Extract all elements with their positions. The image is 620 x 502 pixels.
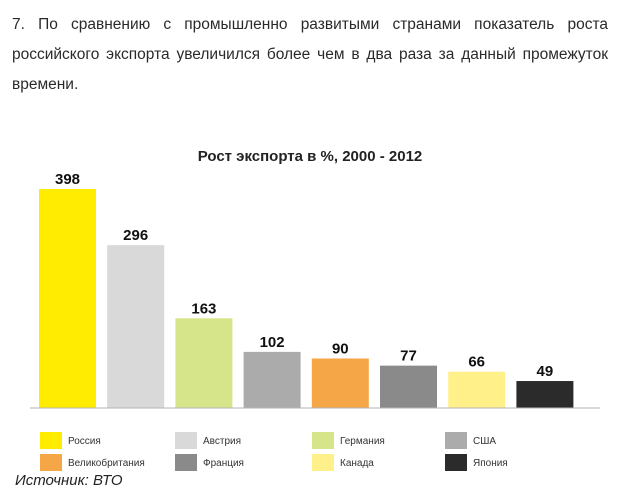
legend-label-6: Франция	[203, 458, 244, 469]
chart-title: Рост экспорта в %, 2000 - 2012	[198, 148, 423, 165]
legend-swatch-5	[40, 454, 62, 471]
legend-swatch-4	[445, 432, 467, 449]
source-note: Источник: ВТО	[15, 472, 123, 489]
legend-label-2: Австрия	[203, 436, 241, 447]
legend-label-8: Япония	[473, 458, 508, 469]
bar-value-label-3: 163	[191, 300, 216, 317]
intro-paragraph: 7. По сравнению с промышленно развитыми …	[12, 16, 608, 93]
bar-value-label-2: 296	[123, 227, 148, 244]
legend-swatch-1	[40, 432, 62, 449]
bar-value-label-5: 90	[332, 340, 349, 357]
bar-1	[39, 189, 96, 408]
legend-label-5: Великобритания	[68, 457, 145, 469]
bar-3	[175, 318, 233, 408]
bar-value-label-8: 49	[537, 363, 554, 380]
bar-value-label-1: 398	[55, 171, 80, 188]
legend-label-1: Россия	[68, 436, 101, 447]
legend-label-3: Германия	[340, 436, 385, 447]
legend-swatch-6	[175, 454, 197, 471]
bar-2	[107, 245, 165, 408]
bar-6	[380, 365, 437, 408]
legend-swatch-7	[312, 454, 334, 471]
bar-7	[448, 371, 506, 408]
legend-swatch-8	[445, 454, 467, 471]
legend: Россия Австрия Германия США Великобритания Фр…	[40, 432, 508, 471]
bar-4	[243, 351, 301, 408]
bars-group: 398 296 163 102 90 77 66 49	[39, 171, 574, 408]
legend-swatch-2	[175, 432, 197, 449]
legend-label-7: Канада	[340, 458, 374, 469]
bar-5	[311, 358, 369, 408]
legend-label-4: США	[473, 436, 496, 447]
bar-value-label-6: 77	[400, 348, 417, 365]
bar-8	[516, 381, 574, 408]
bar-value-label-7: 66	[468, 354, 485, 371]
legend-swatch-3	[312, 432, 334, 449]
bar-value-label-4: 102	[260, 334, 285, 351]
